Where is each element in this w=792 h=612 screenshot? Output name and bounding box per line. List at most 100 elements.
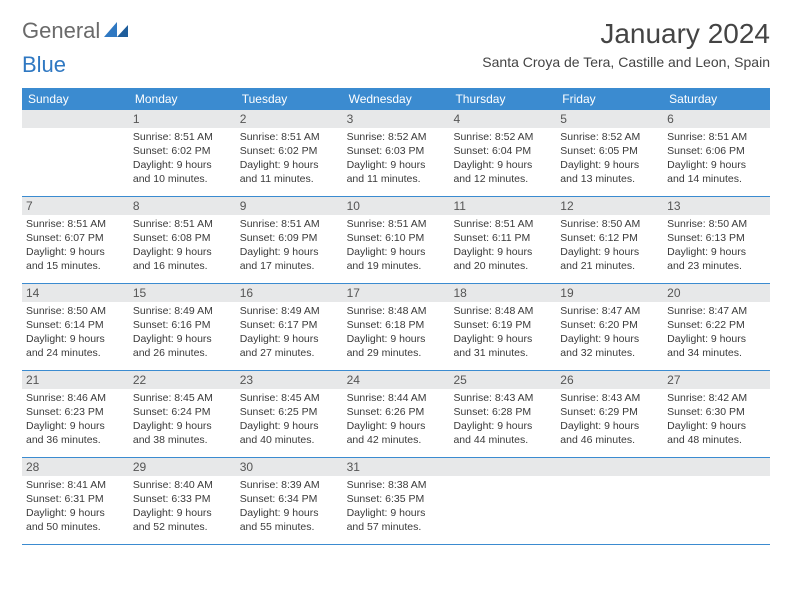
day-body: Sunrise: 8:51 AMSunset: 6:06 PMDaylight:… — [663, 128, 770, 190]
day-line: Sunrise: 8:51 AM — [347, 217, 446, 231]
day-cell: 27Sunrise: 8:42 AMSunset: 6:30 PMDayligh… — [663, 371, 770, 457]
day-number: 28 — [22, 458, 129, 476]
day-body: Sunrise: 8:48 AMSunset: 6:19 PMDaylight:… — [449, 302, 556, 364]
day-number: 30 — [236, 458, 343, 476]
day-line: Sunrise: 8:49 AM — [133, 304, 232, 318]
day-line: and 16 minutes. — [133, 259, 232, 273]
day-line: Daylight: 9 hours — [133, 419, 232, 433]
day-body: Sunrise: 8:47 AMSunset: 6:20 PMDaylight:… — [556, 302, 663, 364]
day-body: Sunrise: 8:48 AMSunset: 6:18 PMDaylight:… — [343, 302, 450, 364]
day-line: Sunrise: 8:45 AM — [133, 391, 232, 405]
day-line: and 21 minutes. — [560, 259, 659, 273]
day-number: 3 — [343, 110, 450, 128]
day-line: Sunset: 6:06 PM — [667, 144, 766, 158]
day-line: Daylight: 9 hours — [240, 245, 339, 259]
day-line: Sunrise: 8:48 AM — [347, 304, 446, 318]
day-cell: 25Sunrise: 8:43 AMSunset: 6:28 PMDayligh… — [449, 371, 556, 457]
day-number: 12 — [556, 197, 663, 215]
day-cell: 9Sunrise: 8:51 AMSunset: 6:09 PMDaylight… — [236, 197, 343, 283]
day-number: 25 — [449, 371, 556, 389]
day-line: and 13 minutes. — [560, 172, 659, 186]
day-header: Sunday — [22, 88, 129, 110]
week-row: 21Sunrise: 8:46 AMSunset: 6:23 PMDayligh… — [22, 371, 770, 458]
day-number: 21 — [22, 371, 129, 389]
day-line: Sunrise: 8:51 AM — [240, 130, 339, 144]
day-body: Sunrise: 8:51 AMSunset: 6:08 PMDaylight:… — [129, 215, 236, 277]
day-line: Daylight: 9 hours — [240, 332, 339, 346]
day-line: and 29 minutes. — [347, 346, 446, 360]
day-line: Sunrise: 8:47 AM — [667, 304, 766, 318]
day-line: Sunset: 6:14 PM — [26, 318, 125, 332]
day-line: Daylight: 9 hours — [26, 419, 125, 433]
day-line: and 57 minutes. — [347, 520, 446, 534]
day-line: Sunset: 6:08 PM — [133, 231, 232, 245]
day-line: and 31 minutes. — [453, 346, 552, 360]
day-cell: 18Sunrise: 8:48 AMSunset: 6:19 PMDayligh… — [449, 284, 556, 370]
day-cell: 8Sunrise: 8:51 AMSunset: 6:08 PMDaylight… — [129, 197, 236, 283]
day-body: Sunrise: 8:40 AMSunset: 6:33 PMDaylight:… — [129, 476, 236, 538]
week-row: 28Sunrise: 8:41 AMSunset: 6:31 PMDayligh… — [22, 458, 770, 545]
day-cell: 28Sunrise: 8:41 AMSunset: 6:31 PMDayligh… — [22, 458, 129, 544]
day-cell: 20Sunrise: 8:47 AMSunset: 6:22 PMDayligh… — [663, 284, 770, 370]
day-number: 20 — [663, 284, 770, 302]
day-cell: 12Sunrise: 8:50 AMSunset: 6:12 PMDayligh… — [556, 197, 663, 283]
day-number: 1 — [129, 110, 236, 128]
day-line: Daylight: 9 hours — [133, 506, 232, 520]
day-line: Sunrise: 8:44 AM — [347, 391, 446, 405]
day-cell: 7Sunrise: 8:51 AMSunset: 6:07 PMDaylight… — [22, 197, 129, 283]
day-cell: 22Sunrise: 8:45 AMSunset: 6:24 PMDayligh… — [129, 371, 236, 457]
day-number: 18 — [449, 284, 556, 302]
day-number: 10 — [343, 197, 450, 215]
day-line: Daylight: 9 hours — [347, 158, 446, 172]
day-line: and 10 minutes. — [133, 172, 232, 186]
day-header: Tuesday — [236, 88, 343, 110]
day-cell: 13Sunrise: 8:50 AMSunset: 6:13 PMDayligh… — [663, 197, 770, 283]
day-line: and 20 minutes. — [453, 259, 552, 273]
day-line: Sunrise: 8:50 AM — [667, 217, 766, 231]
logo: General — [22, 18, 132, 44]
day-line: Daylight: 9 hours — [453, 245, 552, 259]
day-body: Sunrise: 8:42 AMSunset: 6:30 PMDaylight:… — [663, 389, 770, 451]
day-number-empty — [449, 458, 556, 476]
day-cell: 21Sunrise: 8:46 AMSunset: 6:23 PMDayligh… — [22, 371, 129, 457]
day-header: Thursday — [449, 88, 556, 110]
day-line: Sunset: 6:11 PM — [453, 231, 552, 245]
day-body: Sunrise: 8:49 AMSunset: 6:17 PMDaylight:… — [236, 302, 343, 364]
day-line: Sunset: 6:22 PM — [667, 318, 766, 332]
day-line: Sunrise: 8:51 AM — [26, 217, 125, 231]
day-cell: 3Sunrise: 8:52 AMSunset: 6:03 PMDaylight… — [343, 110, 450, 196]
day-line: and 19 minutes. — [347, 259, 446, 273]
day-line: and 55 minutes. — [240, 520, 339, 534]
day-header: Wednesday — [343, 88, 450, 110]
day-cell: 6Sunrise: 8:51 AMSunset: 6:06 PMDaylight… — [663, 110, 770, 196]
day-line: Sunset: 6:26 PM — [347, 405, 446, 419]
day-number: 16 — [236, 284, 343, 302]
day-line: Daylight: 9 hours — [133, 158, 232, 172]
logo-mark-icon — [104, 19, 130, 44]
day-cell: 26Sunrise: 8:43 AMSunset: 6:29 PMDayligh… — [556, 371, 663, 457]
day-line: Daylight: 9 hours — [667, 419, 766, 433]
day-line: Sunset: 6:24 PM — [133, 405, 232, 419]
day-number: 27 — [663, 371, 770, 389]
day-line: Sunrise: 8:46 AM — [26, 391, 125, 405]
day-number-empty — [556, 458, 663, 476]
day-line: and 11 minutes. — [240, 172, 339, 186]
day-line: Sunset: 6:05 PM — [560, 144, 659, 158]
day-line: Sunset: 6:29 PM — [560, 405, 659, 419]
day-line: and 15 minutes. — [26, 259, 125, 273]
day-line: and 23 minutes. — [667, 259, 766, 273]
day-line: Sunrise: 8:43 AM — [560, 391, 659, 405]
week-row: 7Sunrise: 8:51 AMSunset: 6:07 PMDaylight… — [22, 197, 770, 284]
day-line: Sunset: 6:07 PM — [26, 231, 125, 245]
day-line: and 11 minutes. — [347, 172, 446, 186]
day-number: 5 — [556, 110, 663, 128]
day-line: Sunset: 6:28 PM — [453, 405, 552, 419]
day-line: and 38 minutes. — [133, 433, 232, 447]
day-line: Sunrise: 8:52 AM — [453, 130, 552, 144]
day-number: 2 — [236, 110, 343, 128]
day-line: Daylight: 9 hours — [133, 332, 232, 346]
day-number: 17 — [343, 284, 450, 302]
day-body: Sunrise: 8:52 AMSunset: 6:05 PMDaylight:… — [556, 128, 663, 190]
day-number: 8 — [129, 197, 236, 215]
day-number: 15 — [129, 284, 236, 302]
